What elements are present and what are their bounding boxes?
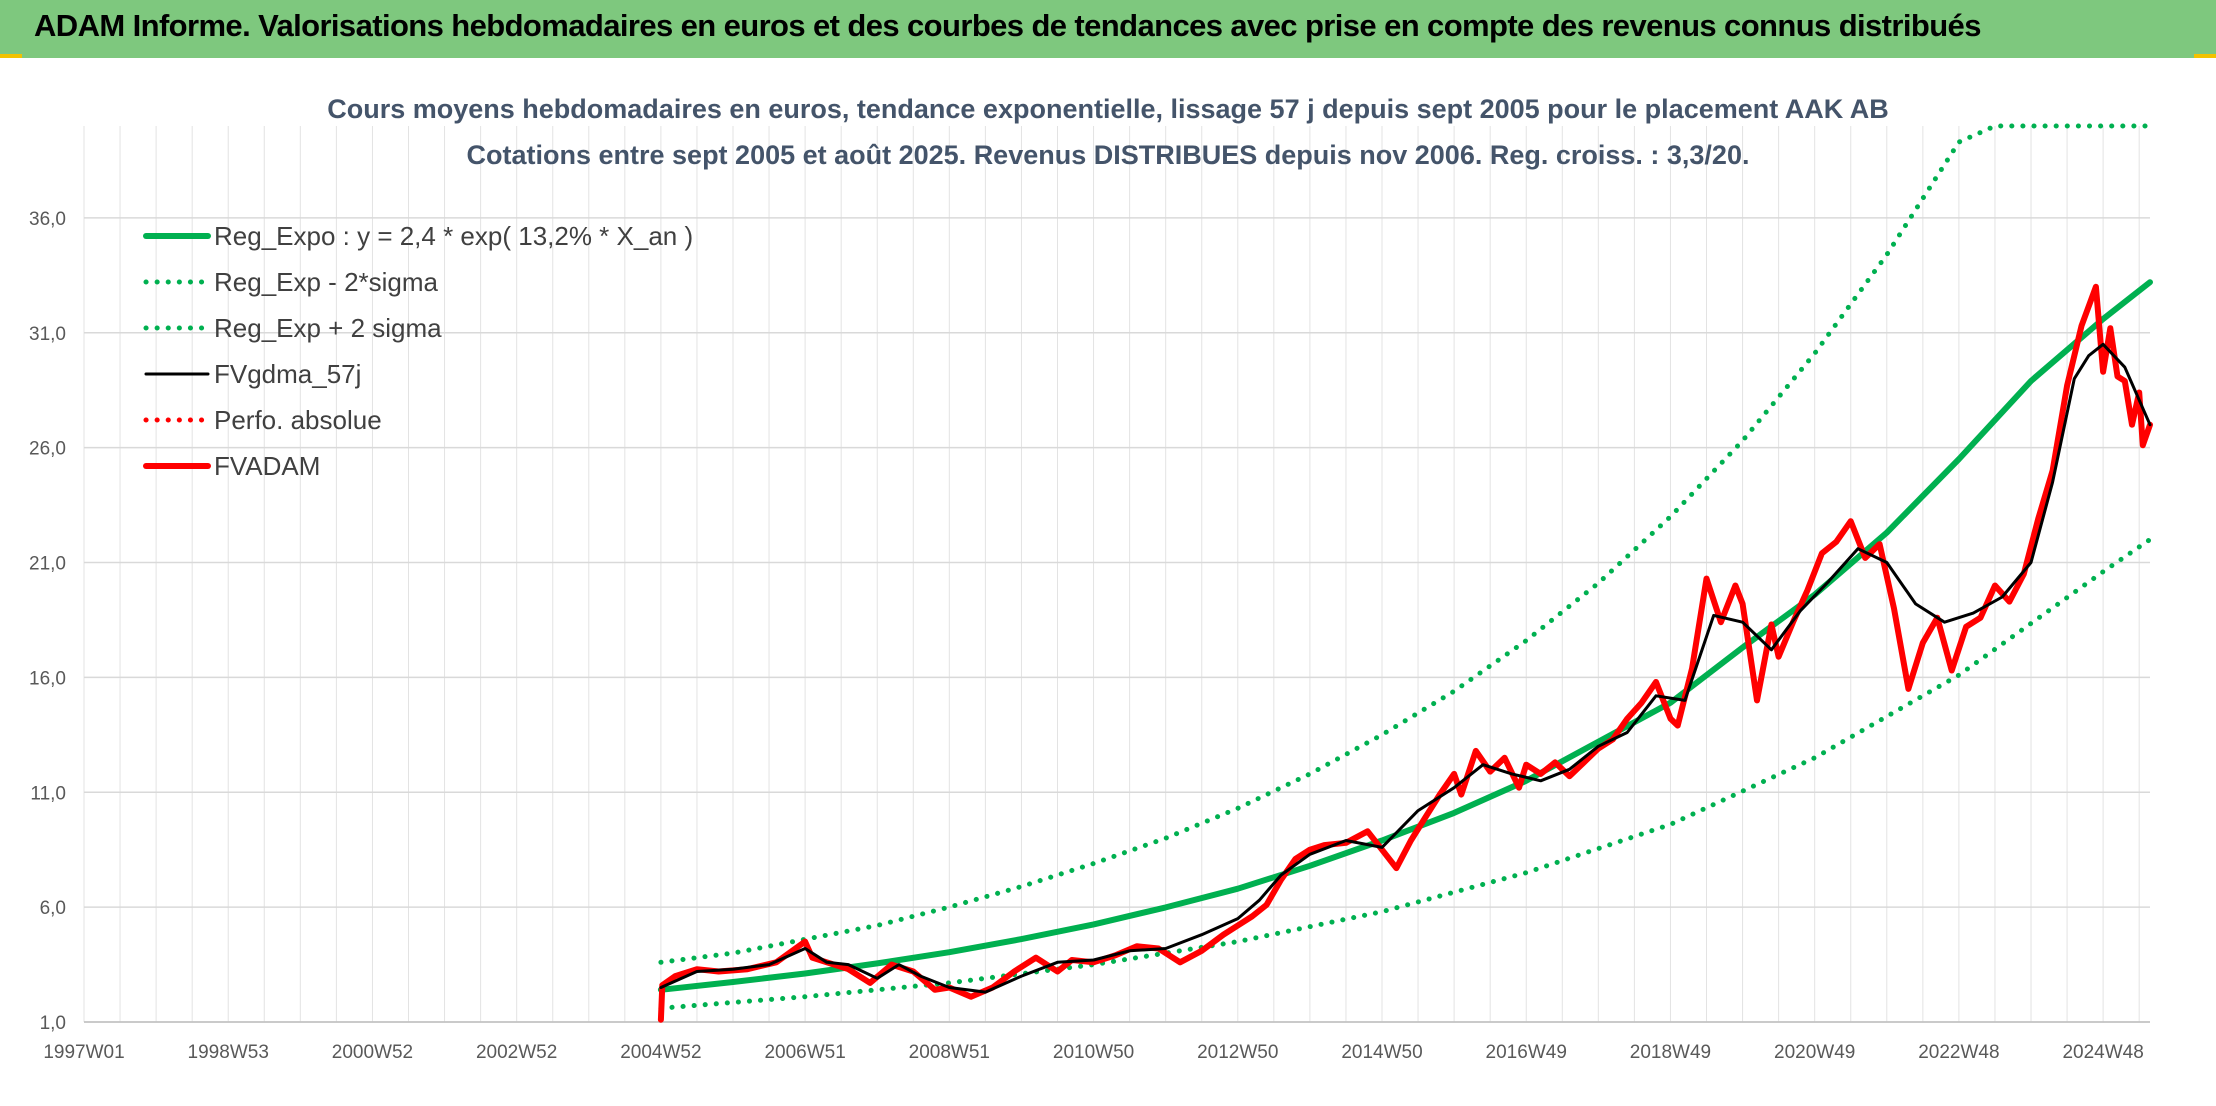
y-tick-label: 26,0 <box>29 439 66 460</box>
x-tick-label: 2002W52 <box>476 1042 557 1063</box>
x-tick-label: 1997W01 <box>43 1042 124 1063</box>
x-tick-label: 2004W52 <box>620 1042 701 1063</box>
x-tick-label: 2010W50 <box>1053 1042 1134 1063</box>
legend-label-4: Perfo. absolue <box>214 405 382 435</box>
y-tick-label: 21,0 <box>29 554 66 575</box>
legend-label-2: Reg_Exp + 2 sigma <box>214 313 442 343</box>
x-tick-label: 2020W49 <box>1774 1042 1855 1063</box>
report-banner: ADAM Informe. Valorisations hebdomadaire… <box>0 0 2216 58</box>
legend-label-5: FVADAM <box>214 451 320 481</box>
chart-title-line2: Cotations entre sept 2005 et août 2025. … <box>467 140 1750 170</box>
y-tick-label: 16,0 <box>29 668 66 689</box>
chart-title-line1: Cours moyens hebdomadaires en euros, ten… <box>327 94 1888 124</box>
x-tick-label: 2006W51 <box>764 1042 845 1063</box>
series-line-3 <box>659 342 2152 994</box>
y-tick-label: 6,0 <box>40 898 66 919</box>
y-tick-label: 1,0 <box>40 1013 66 1034</box>
chart-background <box>0 58 2216 1106</box>
x-tick-label: 2014W50 <box>1341 1042 1422 1063</box>
series-line-2 <box>658 123 2153 965</box>
y-tick-label: 31,0 <box>29 324 66 345</box>
series-lines <box>657 123 2153 1023</box>
x-tick-label: 2024W48 <box>2062 1042 2143 1063</box>
x-tick-label: 2000W52 <box>332 1042 413 1063</box>
legend-label-1: Reg_Exp - 2*sigma <box>214 267 439 297</box>
y-tick-label: 11,0 <box>30 783 66 804</box>
legend-label-3: FVgdma_57j <box>214 359 361 389</box>
legend: Reg_Expo : y = 2,4 * exp( 13,2% * X_an )… <box>143 221 693 481</box>
x-tick-label: 2008W51 <box>909 1042 990 1063</box>
report-title: ADAM Informe. Valorisations hebdomadaire… <box>34 8 1981 43</box>
grid-lines <box>83 126 2150 1023</box>
x-tick-label: 2012W50 <box>1197 1042 1278 1063</box>
legend-label-0: Reg_Expo : y = 2,4 * exp( 13,2% * X_an ) <box>214 221 693 251</box>
series-line-5 <box>657 283 2153 1023</box>
axes: 1,0 6,0 11,0 16,0 21,0 26,0 31,0 36,0 1997W01 199… <box>29 209 2150 1063</box>
x-tick-label: 2016W49 <box>1486 1042 1567 1063</box>
x-tick-label: 1998W53 <box>188 1042 269 1063</box>
chart-area: 1,0 6,0 11,0 16,0 21,0 26,0 31,0 36,0 1997W01 199… <box>0 58 2216 1106</box>
x-tick-label: 2022W48 <box>1918 1042 1999 1063</box>
x-tick-label: 2018W49 <box>1630 1042 1711 1063</box>
y-tick-label: 36,0 <box>29 209 66 230</box>
